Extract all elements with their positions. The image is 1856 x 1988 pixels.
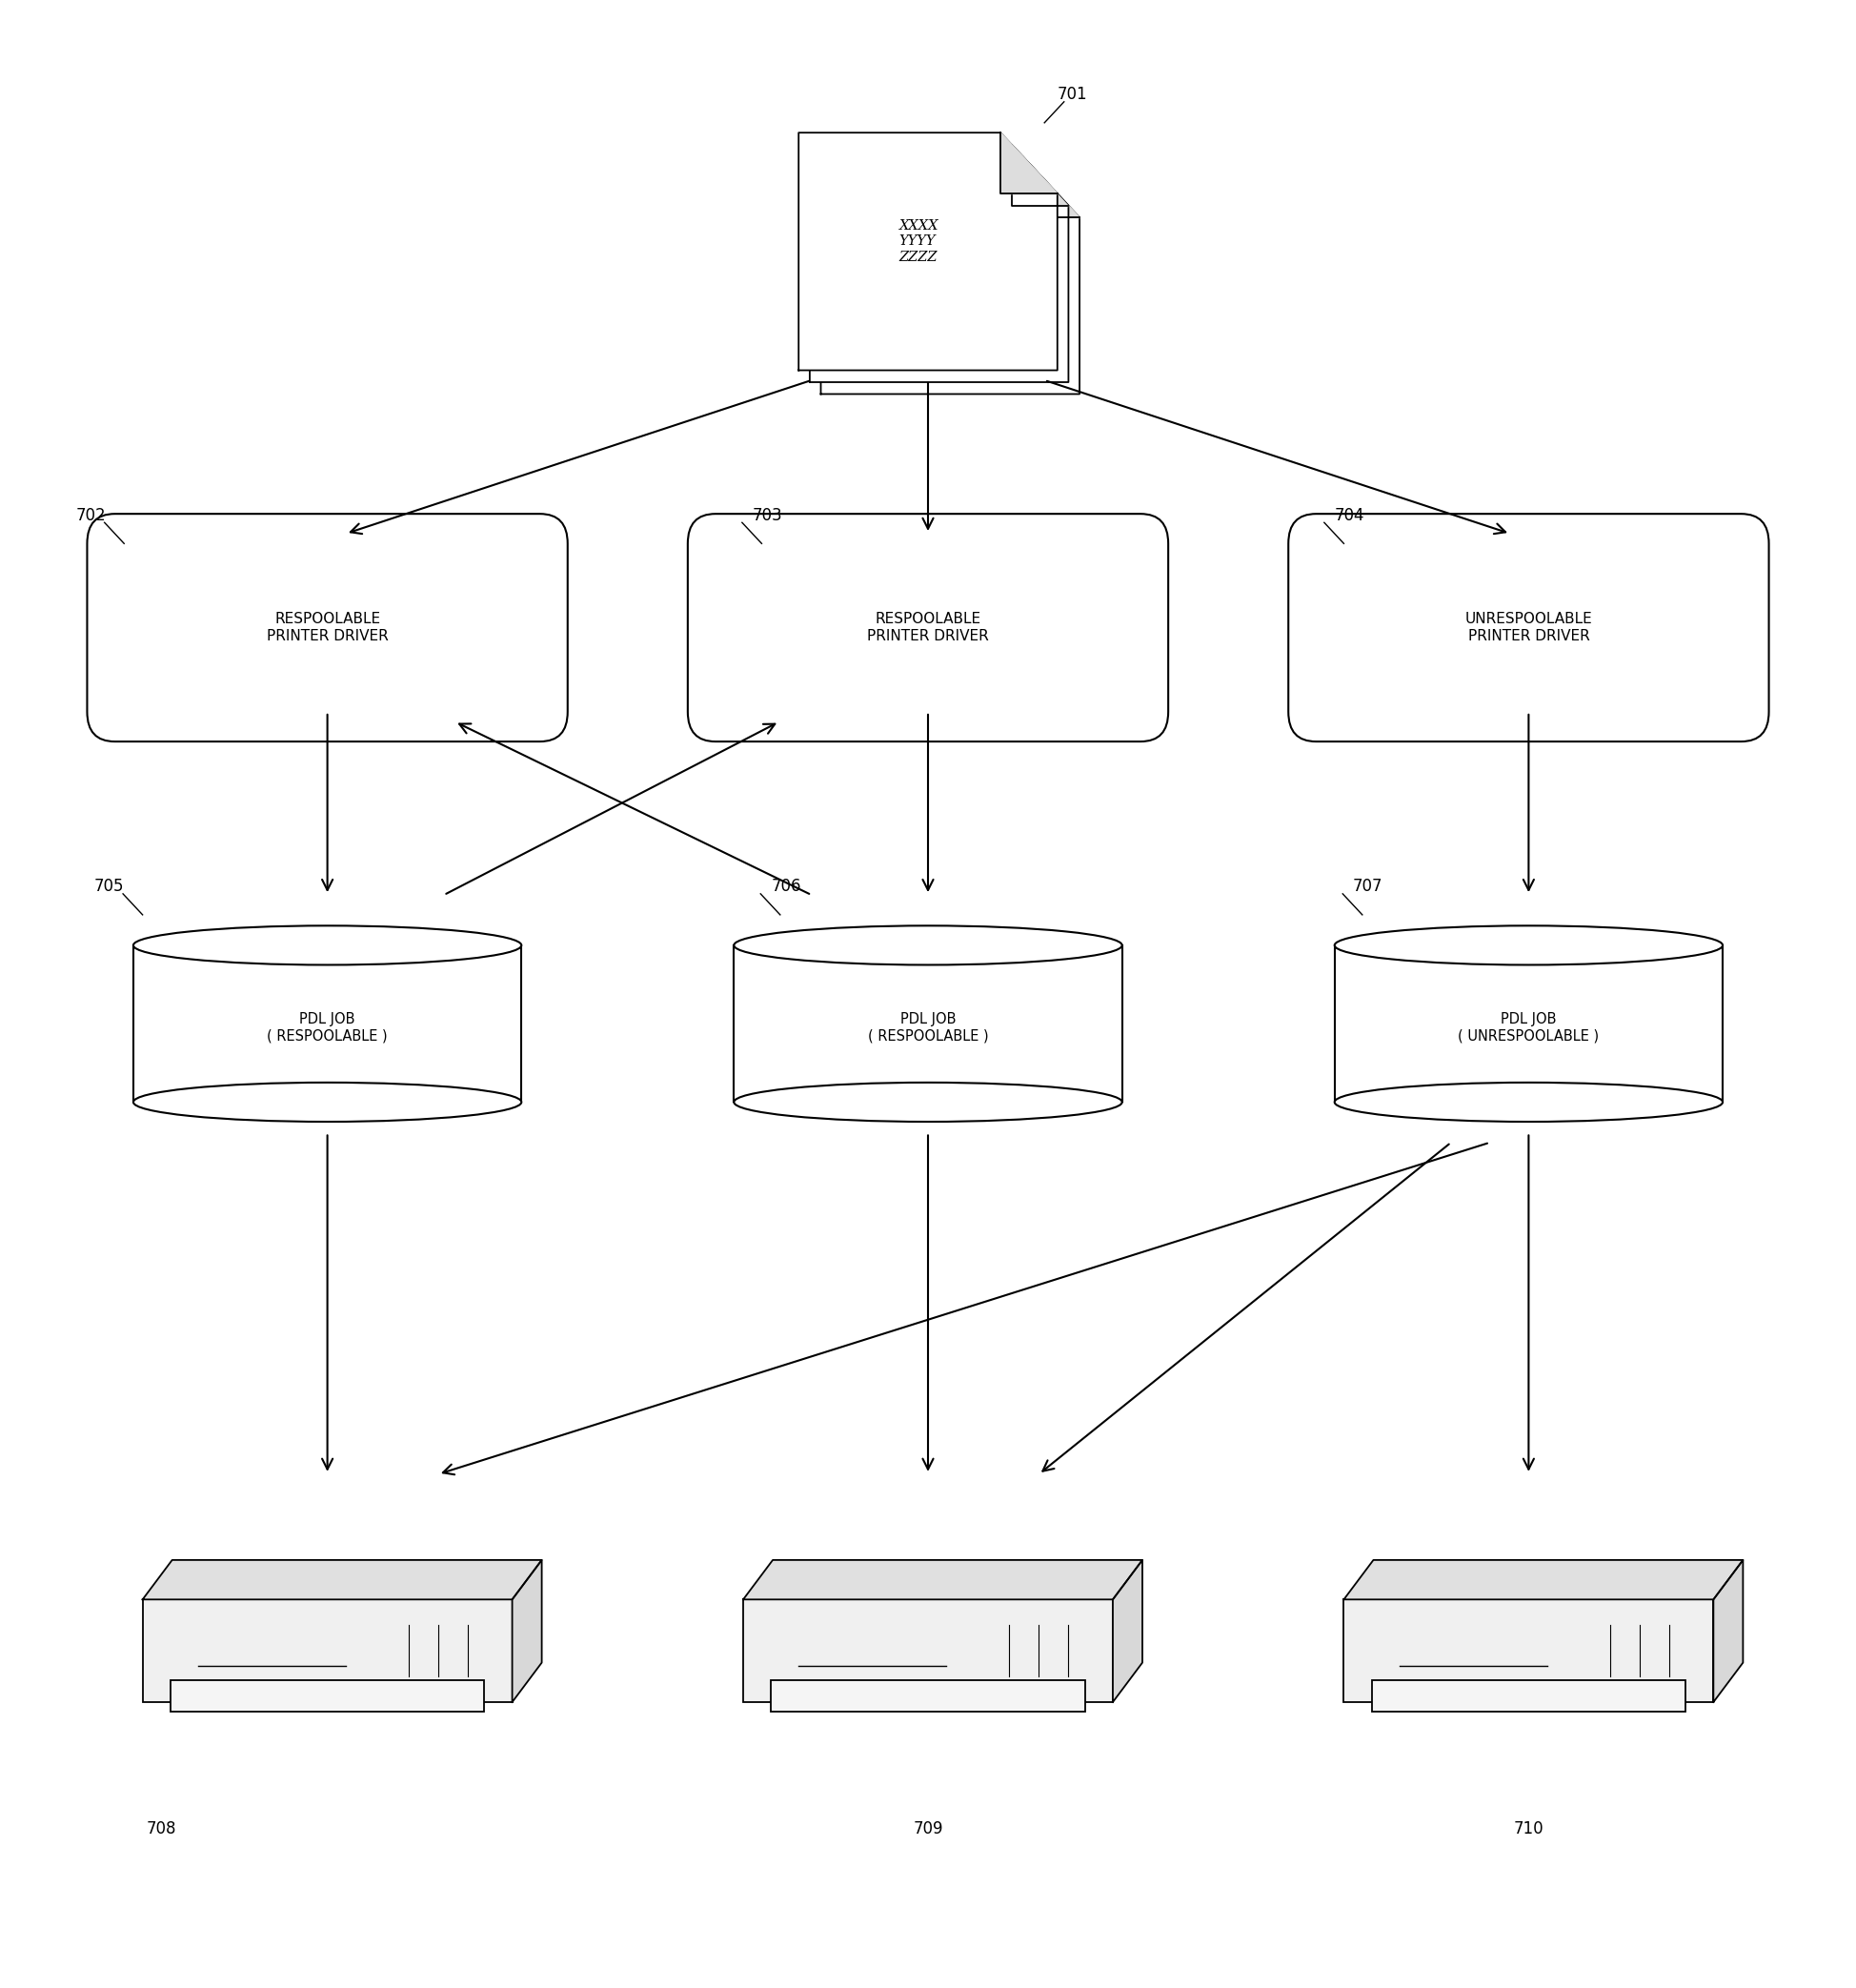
Ellipse shape	[733, 926, 1123, 964]
Ellipse shape	[1334, 1083, 1722, 1121]
FancyBboxPatch shape	[689, 513, 1167, 742]
Polygon shape	[742, 1561, 1143, 1600]
FancyBboxPatch shape	[1334, 944, 1722, 1121]
Text: 709: 709	[913, 1821, 943, 1837]
Ellipse shape	[1334, 926, 1722, 964]
Text: 703: 703	[752, 507, 783, 523]
FancyBboxPatch shape	[770, 1680, 1086, 1712]
Ellipse shape	[733, 1083, 1123, 1121]
Polygon shape	[1114, 1561, 1143, 1702]
FancyBboxPatch shape	[742, 1600, 1114, 1702]
Text: PDL JOB
( RESPOOLABLE ): PDL JOB ( RESPOOLABLE )	[267, 1012, 388, 1044]
Ellipse shape	[134, 926, 522, 964]
Ellipse shape	[134, 1083, 522, 1121]
Text: 708: 708	[147, 1821, 176, 1837]
Polygon shape	[1012, 145, 1069, 205]
Polygon shape	[820, 157, 1080, 394]
Text: RESPOOLABLE
PRINTER DRIVER: RESPOOLABLE PRINTER DRIVER	[867, 612, 989, 644]
Polygon shape	[1000, 133, 1058, 193]
Polygon shape	[809, 145, 1069, 382]
Text: 701: 701	[1058, 85, 1088, 103]
FancyBboxPatch shape	[171, 1680, 484, 1712]
FancyBboxPatch shape	[87, 513, 568, 742]
Polygon shape	[512, 1561, 542, 1702]
Text: 706: 706	[770, 879, 802, 895]
Text: PDL JOB
( UNRESPOOLABLE ): PDL JOB ( UNRESPOOLABLE )	[1459, 1012, 1600, 1044]
Polygon shape	[1344, 1561, 1743, 1600]
Text: RESPOOLABLE
PRINTER DRIVER: RESPOOLABLE PRINTER DRIVER	[267, 612, 388, 644]
Polygon shape	[798, 133, 1058, 370]
FancyBboxPatch shape	[143, 1600, 512, 1702]
Text: 704: 704	[1334, 507, 1364, 523]
Text: PDL JOB
( RESPOOLABLE ): PDL JOB ( RESPOOLABLE )	[867, 1012, 989, 1044]
Text: 710: 710	[1513, 1821, 1544, 1837]
FancyBboxPatch shape	[1288, 513, 1769, 742]
FancyBboxPatch shape	[1344, 1600, 1713, 1702]
Polygon shape	[1023, 157, 1080, 217]
Polygon shape	[1713, 1561, 1743, 1702]
Text: 707: 707	[1353, 879, 1383, 895]
FancyBboxPatch shape	[134, 944, 522, 1121]
FancyBboxPatch shape	[733, 944, 1123, 1121]
Text: 702: 702	[76, 507, 106, 523]
Polygon shape	[143, 1561, 542, 1600]
FancyBboxPatch shape	[1372, 1680, 1685, 1712]
Text: XXXX
YYYY
ZZZZ: XXXX YYYY ZZZZ	[898, 219, 939, 264]
Text: 705: 705	[95, 879, 124, 895]
Text: UNRESPOOLABLE
PRINTER DRIVER: UNRESPOOLABLE PRINTER DRIVER	[1464, 612, 1592, 644]
